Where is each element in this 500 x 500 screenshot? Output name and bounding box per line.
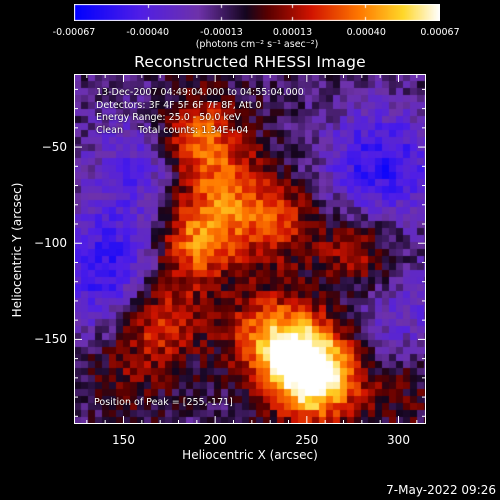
heatmap-image [74,74,426,424]
colorbar-tick-label: 0.00040 [346,27,386,38]
x-tick-label: 250 [295,433,319,447]
time-range-label: 13-Dec-2007 04:49:04.000 to 04:55:04.000 [96,87,304,98]
x-axis-label: Heliocentric X (arcsec) [182,448,318,462]
x-tick-label: 200 [203,433,227,447]
footer-timestamp: 7-May-2022 09:26 [386,483,496,497]
colorbar-tick-label: 0.00067 [420,27,460,38]
x-tick-label: 300 [387,433,410,447]
x-tick-label: 150 [112,433,135,447]
colorbar [74,4,440,21]
colorbar-units: (photons cm⁻² s⁻¹ asec⁻²) [195,39,319,50]
plot-axes [74,74,426,424]
clean-counts-label: Clean Total counts: 1.34E+04 [96,124,249,136]
y-tick-label: −100 [34,236,67,251]
plot-area: 13-Dec-2007 04:49:04.000 to 04:55:04.000… [74,74,426,424]
colorbar-gradient [74,4,440,21]
colorbar-tick-label: -0.00040 [126,27,170,38]
axis-tick-marks [74,74,426,424]
energy-range-label: Energy Range: 25.0 - 50.0 keV [96,112,241,124]
colorbar-tick-label: 0.00013 [272,27,313,38]
y-tick-label: −150 [34,332,67,347]
y-tick-label: −50 [41,140,67,155]
detectors-label: Detectors: 3F 4F 5F 6F 7F 8F, Att 0 [96,99,262,111]
plot-frame [74,74,426,424]
colorbar-tick-label: -0.00067 [52,27,96,38]
chart-title: Reconstructed RHESSI Image [134,53,366,71]
peak-position-label: Position of Peak = [255,-171] [94,397,233,408]
image-annotations: 13-Dec-2007 04:49:04.000 to 04:55:04.000… [96,87,304,137]
y-axis-label: Heliocentric Y (arcsec) [10,182,24,318]
colorbar-tick-label: -0.00013 [200,27,243,38]
